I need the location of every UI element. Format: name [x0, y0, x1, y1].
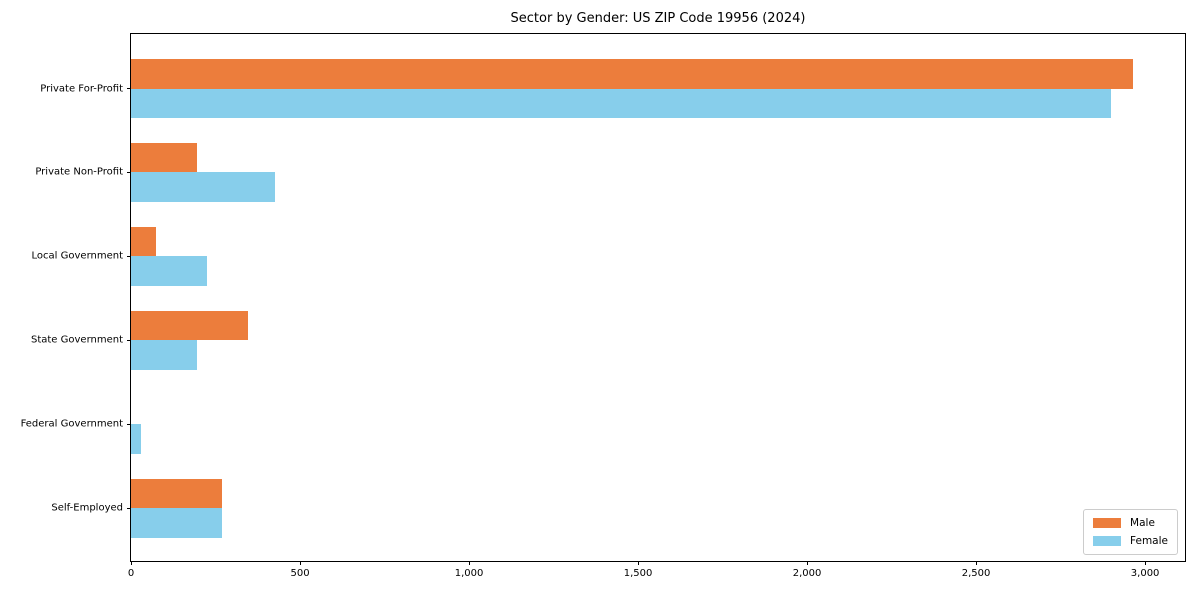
bar-female-federal-government — [131, 424, 142, 454]
y-tick-mark-self-employed — [127, 507, 131, 509]
plot-area: Male Female 0 500 1,000 1,500 2,000 2,500 3,00… — [21, 33, 1186, 579]
bar-male-state-government — [131, 310, 248, 341]
bar-female-self-employed — [131, 508, 223, 538]
y-tick-mark-local-government — [127, 255, 131, 257]
x-tick-label-3000: 3,000 — [1130, 568, 1160, 579]
x-tick-mark-3000 — [1145, 561, 1147, 565]
y-tick-label-private-non-profit: Private Non-Profit — [35, 166, 123, 178]
y-tick-label-private-for-profit: Private For-Profit — [40, 83, 123, 94]
x-tick-label-2500: 2,500 — [961, 568, 991, 579]
y-tick-label-federal-government: Federal Government — [20, 418, 123, 430]
x-tick-label-2000: 2,000 — [792, 568, 822, 579]
x-tick-mark-500 — [300, 561, 302, 565]
bar-male-local-government — [131, 226, 157, 257]
y-tick-mark-private-non-profit — [127, 171, 131, 173]
bar-male-self-employed — [131, 478, 223, 508]
y-tick-label-self-employed: Self-Employed — [51, 502, 123, 514]
bar-female-private-non-profit — [131, 172, 275, 202]
male-legend-swatch — [1093, 518, 1122, 528]
x-tick-mark-2000 — [807, 561, 809, 565]
chart-title: Sector by Gender: US ZIP Code 19956 (202… — [510, 11, 806, 26]
x-tick-label-0: 0 — [127, 568, 135, 579]
legend-item-male: Male — [1093, 517, 1168, 529]
x-tick-mark-0 — [131, 561, 132, 565]
x-tick-mark-2500 — [976, 561, 978, 565]
bar-female-local-government — [131, 256, 208, 286]
legend-item-female: Female — [1093, 535, 1168, 547]
female-legend-swatch — [1093, 536, 1122, 546]
x-tick-mark-1000 — [469, 561, 471, 565]
legend: Male Female — [1083, 509, 1178, 555]
y-tick-mark-state-government — [127, 339, 131, 341]
x-tick-label-500: 500 — [290, 568, 310, 579]
bar-female-state-government — [131, 340, 197, 370]
x-tick-label-1500: 1,500 — [623, 568, 653, 579]
bar-male-private-for-profit — [131, 59, 1134, 89]
bar-female-private-for-profit — [131, 88, 1112, 118]
male-legend-label: Male — [1130, 517, 1155, 529]
bar-male-private-non-profit — [131, 142, 197, 173]
y-tick-mark-private-for-profit — [127, 88, 131, 89]
x-tick-mark-1500 — [638, 561, 640, 565]
y-tick-mark-federal-government — [127, 423, 131, 425]
y-tick-label-local-government: Local Government — [31, 250, 123, 262]
y-tick-label-state-government: State Government — [30, 334, 123, 346]
female-legend-label: Female — [1130, 535, 1168, 547]
x-tick-label-1000: 1,000 — [454, 568, 484, 579]
